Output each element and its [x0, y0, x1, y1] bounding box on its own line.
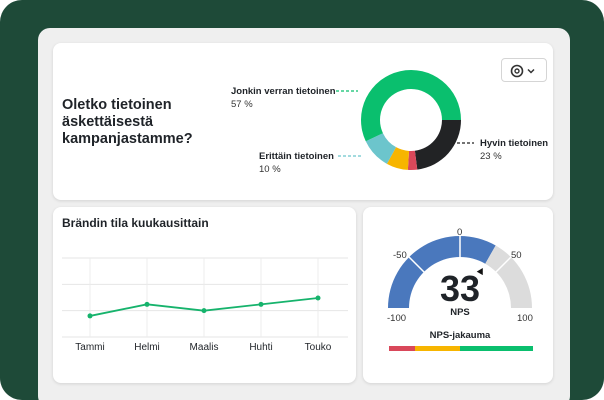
donut-slice: [414, 120, 461, 170]
nps-score: 33: [439, 268, 481, 309]
chart-type-dropdown[interactable]: [501, 58, 547, 82]
donut-slice: [361, 70, 461, 142]
gauge-track: [485, 245, 532, 308]
distribution-label: NPS-jakauma: [429, 330, 491, 341]
donut-chart-icon: [510, 64, 535, 78]
gauge-tick: 50: [511, 250, 522, 261]
chevron-down-icon: [527, 68, 535, 74]
x-tick-label: Helmi: [134, 342, 160, 353]
slice-value-very: 23 %: [480, 151, 502, 162]
slice-label-very: Hyvin tietoinen: [480, 138, 549, 149]
data-point: [258, 301, 264, 307]
donut-slice: [386, 147, 410, 170]
data-point: [315, 295, 321, 301]
distribution-segment: [414, 346, 460, 351]
nps-distribution-bar: [389, 346, 533, 351]
data-point: [144, 301, 150, 307]
gauge-needle: [476, 268, 483, 276]
x-tick-label: Touko: [304, 342, 332, 353]
gauge-tick: -50: [393, 250, 407, 261]
gauge-tick: 100: [517, 313, 533, 324]
survey-card: [53, 43, 553, 200]
distribution-segment: [459, 346, 533, 351]
gauge-divider: [407, 255, 426, 274]
question-title: Oletko tietoinen äskettäisestä kampanjas…: [62, 97, 193, 147]
gauge-tick: 0: [457, 227, 463, 238]
distribution-segment: [389, 346, 415, 351]
slice-value-somewhat: 57 %: [231, 99, 253, 110]
donut-slice: [407, 150, 418, 170]
data-point: [201, 308, 207, 314]
gauge-tick: -100: [387, 313, 407, 324]
gauge-divider: [494, 255, 513, 274]
x-tick-label: Huhti: [249, 342, 273, 353]
x-tick-label: Tammi: [75, 342, 105, 353]
slice-label-somewhat: Jonkin verran tietoinen: [231, 86, 336, 97]
nps-label: NPS: [450, 307, 470, 318]
gauge-fill: [388, 235, 496, 308]
x-tick-label: Maalis: [189, 342, 219, 353]
slice-label-extremely: Erittäin tietoinen: [259, 151, 334, 162]
trend-title: Brändin tila kuukausittain: [62, 216, 209, 230]
slice-value-extremely: 10 %: [259, 164, 281, 175]
data-point: [87, 313, 93, 319]
donut-slice: [365, 133, 397, 164]
